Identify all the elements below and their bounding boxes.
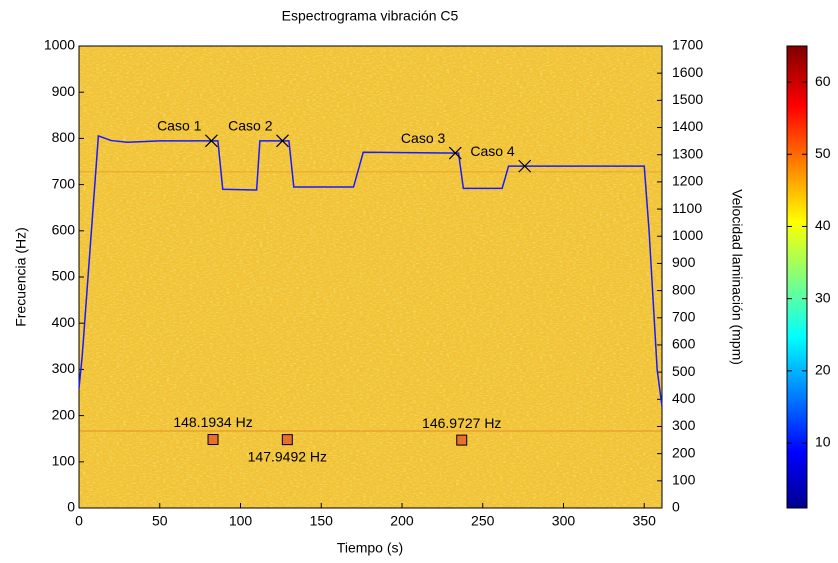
peak-label: 147.9492 Hz bbox=[248, 448, 327, 464]
case-marker bbox=[276, 134, 289, 148]
case-label: Caso 4 bbox=[470, 143, 515, 159]
y2-axis-label: Velocidad laminación (mpm) bbox=[729, 189, 745, 365]
y-tick-label: 900 bbox=[52, 83, 76, 99]
peak-label: 148.1934 Hz bbox=[173, 414, 252, 430]
y-tick-label: 100 bbox=[52, 453, 76, 469]
y2-tick-label: 0 bbox=[672, 499, 680, 515]
x-tick-label: 0 bbox=[75, 513, 83, 529]
colorbar-tick-label: 30 bbox=[815, 289, 831, 305]
colorbar-tick-label: 50 bbox=[815, 145, 831, 161]
y2-tick-label: 1200 bbox=[672, 173, 703, 189]
y2-tick-label: 200 bbox=[672, 444, 696, 460]
x-tick-label: 300 bbox=[552, 513, 576, 529]
y2-tick-label: 400 bbox=[672, 390, 696, 406]
case-marker bbox=[205, 134, 218, 148]
y2-tick-label: 100 bbox=[672, 472, 696, 488]
case-marker bbox=[518, 159, 532, 173]
peak-label: 146.9727 Hz bbox=[422, 415, 501, 431]
y-tick-label: 600 bbox=[52, 222, 76, 238]
peak-marker bbox=[207, 434, 219, 446]
y-tick-label: 400 bbox=[52, 314, 76, 330]
x-tick-label: 50 bbox=[152, 513, 168, 529]
y-tick-label: 0 bbox=[67, 499, 75, 515]
y2-tick-label: 500 bbox=[672, 363, 696, 379]
case-label: Caso 2 bbox=[228, 118, 273, 134]
case-label: Caso 1 bbox=[157, 118, 202, 134]
x-tick-label: 100 bbox=[229, 513, 253, 529]
x-tick-label: 200 bbox=[390, 513, 414, 529]
y-tick-label: 1000 bbox=[44, 37, 75, 53]
colorbar-tick-label: 10 bbox=[815, 434, 831, 450]
peak-marker bbox=[456, 434, 468, 446]
y-tick-label: 200 bbox=[52, 406, 76, 422]
y2-tick-label: 1600 bbox=[672, 64, 703, 80]
speed-line bbox=[78, 134, 663, 407]
y2-tick-label: 700 bbox=[672, 308, 696, 324]
x-tick-label: 350 bbox=[633, 513, 657, 529]
y-axis-label: Frecuencia (Hz) bbox=[13, 227, 29, 327]
colorbar-tick-label: 20 bbox=[815, 362, 831, 378]
peak-marker bbox=[281, 434, 293, 446]
y-tick-label: 500 bbox=[52, 268, 76, 284]
chart-title: Espectrograma vibración C5 bbox=[282, 8, 459, 24]
y2-tick-label: 1700 bbox=[672, 37, 703, 53]
y2-tick-label: 800 bbox=[672, 281, 696, 297]
colorbar-tick-label: 40 bbox=[815, 217, 831, 233]
y-tick-label: 700 bbox=[52, 175, 76, 191]
y-tick-label: 300 bbox=[52, 360, 76, 376]
y-tick-label: 800 bbox=[52, 129, 76, 145]
colorbar-tick-label: 60 bbox=[815, 73, 831, 89]
y2-tick-label: 600 bbox=[672, 336, 696, 352]
y2-tick-label: 1300 bbox=[672, 145, 703, 161]
y2-tick-label: 1500 bbox=[672, 91, 703, 107]
y2-tick-label: 1000 bbox=[672, 227, 703, 243]
y2-tick-label: 900 bbox=[672, 254, 696, 270]
x-tick-label: 250 bbox=[471, 513, 495, 529]
y2-tick-label: 1100 bbox=[672, 200, 702, 216]
case-label: Caso 3 bbox=[401, 130, 446, 146]
x-axis-label: Tiempo (s) bbox=[337, 540, 403, 556]
spectrogram bbox=[79, 46, 662, 508]
y2-tick-label: 300 bbox=[672, 417, 696, 433]
case-marker bbox=[448, 146, 462, 160]
x-tick-label: 150 bbox=[310, 513, 334, 529]
y2-tick-label: 1400 bbox=[672, 118, 703, 134]
colorbar bbox=[786, 45, 808, 509]
